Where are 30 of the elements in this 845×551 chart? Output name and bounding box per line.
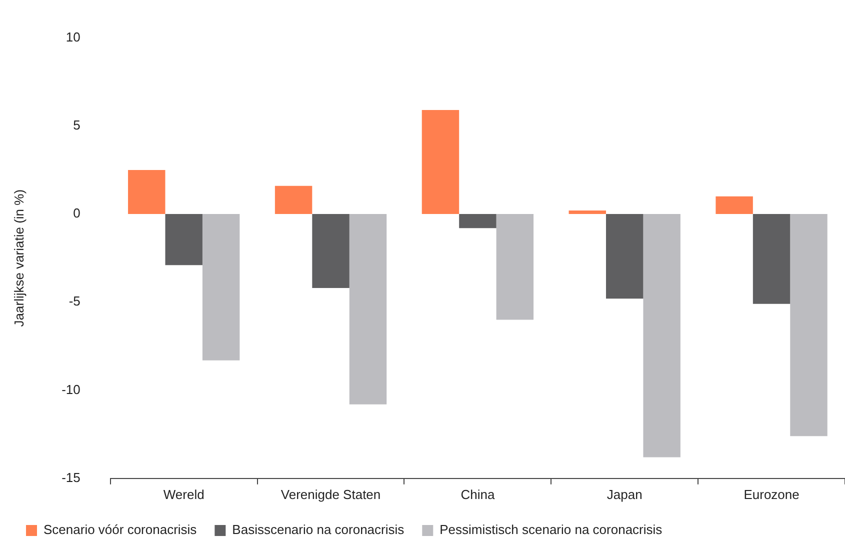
legend-label: Scenario vóór coronacrisis	[44, 522, 198, 538]
bar	[128, 170, 166, 214]
bar	[459, 214, 496, 228]
legend-label: Pessimistisch scenario na coronacrisis	[440, 522, 663, 538]
x-tick-label: Japan	[606, 486, 642, 502]
bar	[349, 214, 387, 404]
y-tick-label: -15	[62, 470, 80, 485]
y-tick-label: 0	[73, 206, 80, 221]
bar	[752, 214, 790, 304]
bar	[165, 214, 202, 266]
bar	[716, 196, 753, 214]
y-tick-label: -5	[68, 294, 80, 309]
x-tick-label: Wereld	[163, 486, 204, 502]
x-tick-label: Eurozone	[744, 486, 800, 502]
y-tick-label: 10	[66, 29, 80, 44]
bar	[568, 210, 606, 214]
bar	[274, 186, 312, 214]
y-axis-title: Jaarlijkse variatie (in %)	[11, 189, 26, 327]
y-tick-label: 5	[73, 118, 80, 132]
bar	[496, 214, 534, 320]
bar	[312, 214, 350, 288]
x-tick-label: China	[460, 486, 496, 502]
bar	[643, 214, 680, 458]
y-tick-label: -10	[62, 382, 80, 397]
legend-label: Basisscenario na coronacrisis	[232, 522, 405, 538]
bar	[606, 214, 644, 299]
bar	[790, 214, 828, 436]
bar	[202, 214, 240, 360]
bar	[422, 110, 460, 214]
x-tick-label: Verenigde Staten	[280, 486, 381, 502]
